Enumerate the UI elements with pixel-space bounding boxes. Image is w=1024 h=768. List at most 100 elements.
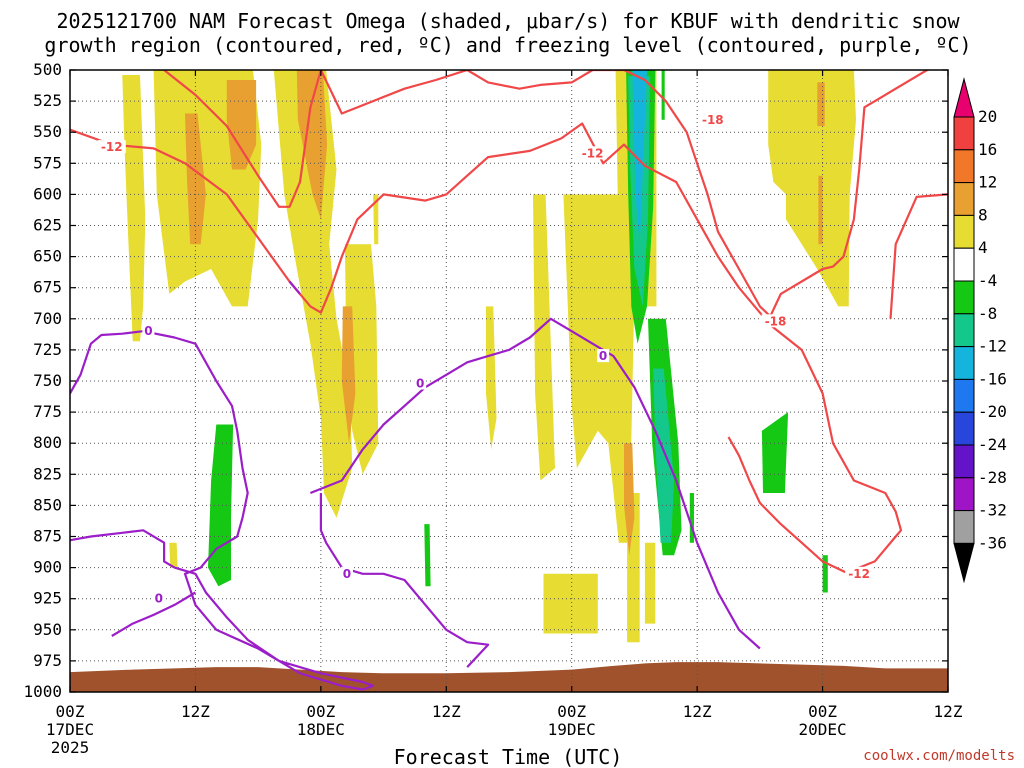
y-tick-label-575: 575 bbox=[33, 153, 62, 172]
chart-title-line-2: growth region (contoured, red, ºC) and f… bbox=[44, 33, 971, 57]
contour-line-6 bbox=[309, 317, 761, 650]
omega-region-30 bbox=[822, 555, 828, 593]
colorbar-band-2 bbox=[953, 149, 975, 184]
y-tick-label-725: 725 bbox=[33, 340, 62, 359]
contour-label-bg-5 bbox=[142, 324, 155, 338]
contour-label-bg-4 bbox=[761, 314, 790, 328]
colorbar-tick-10: -24 bbox=[978, 435, 1007, 454]
contour-label-6: 0 bbox=[416, 376, 424, 390]
omega-region-0 bbox=[122, 75, 146, 342]
y-tick-label-525: 525 bbox=[33, 91, 62, 110]
contour-label-bg-1 bbox=[578, 146, 607, 160]
omega-region-25 bbox=[208, 424, 234, 587]
colorbar-tick-2: 12 bbox=[978, 173, 997, 192]
x-axis-label: Forecast Time (UTC) bbox=[394, 745, 623, 768]
omega-region-3 bbox=[344, 244, 379, 475]
colorbar-band-4 bbox=[953, 214, 975, 249]
x-tick-label-6: 00Z bbox=[808, 702, 837, 721]
y-tick-label-675: 675 bbox=[33, 278, 62, 297]
omega-region-19 bbox=[341, 306, 356, 444]
colorbar-tick-3: 8 bbox=[978, 205, 988, 224]
omega-region-6 bbox=[533, 194, 555, 481]
y-tick-label-875: 875 bbox=[33, 527, 62, 546]
contour-label-2: -12 bbox=[848, 567, 870, 581]
colorbar-tick-12: -32 bbox=[978, 501, 1007, 520]
contour-line-4 bbox=[111, 591, 196, 637]
y-axis: 500 525 550 575 600 625 650 675 700 725 750 775 800 8… bbox=[23, 60, 948, 701]
contour-label-7: 0 bbox=[599, 349, 607, 363]
x-tick-label-0: 00Z bbox=[56, 702, 85, 721]
chart-title-line-1: 2025121700 NAM Forecast Omega (shaded, μ… bbox=[56, 9, 960, 33]
x-tick-label-1: 12Z bbox=[181, 702, 210, 721]
omega-region-8 bbox=[543, 573, 598, 634]
colorbar-tick-11: -28 bbox=[978, 468, 1007, 487]
omega-region-29 bbox=[761, 412, 789, 493]
omega-region-21 bbox=[818, 175, 823, 245]
terrain-layer bbox=[70, 662, 948, 692]
omega-region-14 bbox=[768, 70, 856, 307]
y-tick-label-900: 900 bbox=[33, 558, 62, 577]
colorbar-band-top bbox=[953, 77, 975, 118]
y-tick-label-925: 925 bbox=[33, 589, 62, 608]
omega-region-18 bbox=[296, 70, 328, 220]
colorbar-band-12 bbox=[953, 477, 975, 512]
x-tick-label-2: 00Z bbox=[306, 702, 335, 721]
y-tick-label-950: 950 bbox=[33, 620, 62, 639]
x-tick-label-5: 12Z bbox=[683, 702, 712, 721]
y-tick-label-1000: 1000 bbox=[23, 682, 62, 701]
y-tick-label-800: 800 bbox=[33, 433, 62, 452]
omega-region-22 bbox=[817, 82, 825, 126]
x-date-label-0: 17DEC bbox=[46, 720, 94, 739]
colorbar-tick-6: -8 bbox=[978, 304, 997, 323]
contour-label-bg-2 bbox=[845, 566, 874, 580]
omega-region-16 bbox=[226, 80, 257, 170]
colorbar-band-13 bbox=[953, 510, 975, 544]
colorbar-band-9 bbox=[953, 378, 975, 413]
colorbar-tick-7: -12 bbox=[978, 337, 1007, 356]
colorbar-tick-13: -36 bbox=[978, 533, 1007, 552]
contour-line-3 bbox=[70, 330, 375, 691]
colorbar-band-6 bbox=[953, 280, 975, 315]
x-tick-label-3: 12Z bbox=[432, 702, 461, 721]
contour-label-layer: -12 -12 -12 -18 -18 0 0 0 0 0 bbox=[97, 112, 874, 606]
contour-line-2 bbox=[889, 193, 948, 319]
omega-region-20 bbox=[624, 443, 635, 556]
omega-region-5 bbox=[486, 306, 497, 450]
contour-label-1: -12 bbox=[582, 146, 604, 160]
contour-label-bg-6 bbox=[414, 376, 427, 390]
omega-region-26 bbox=[661, 70, 665, 120]
contour-label-4: -18 bbox=[765, 314, 787, 328]
x-year-label-0: 2025 bbox=[51, 738, 90, 757]
contour-line-7 bbox=[319, 493, 490, 668]
x-date-label-2: 18DEC bbox=[297, 720, 345, 739]
credit-text: coolwx.com/modelts bbox=[863, 748, 1015, 764]
colorbar-band-1 bbox=[953, 116, 975, 151]
contour-label-5: 0 bbox=[144, 324, 152, 338]
y-tick-label-825: 825 bbox=[33, 464, 62, 483]
omega-region-15 bbox=[169, 542, 178, 568]
contour-line-1 bbox=[163, 70, 931, 318]
y-tick-label-975: 975 bbox=[33, 651, 62, 670]
colorbar-band-bottom bbox=[953, 542, 975, 584]
colorbar-tick-5: -4 bbox=[978, 271, 997, 290]
y-tick-label-600: 600 bbox=[33, 184, 62, 203]
x-tick-label-4: 00Z bbox=[557, 702, 586, 721]
contour-line-5 bbox=[288, 280, 301, 295]
terrain-fill bbox=[70, 662, 948, 692]
omega-region-12 bbox=[644, 542, 656, 624]
colorbar-band-7 bbox=[953, 313, 975, 348]
contour-label-0: -12 bbox=[101, 140, 123, 154]
colorbar-band-8 bbox=[953, 346, 975, 380]
colorbar-band-10 bbox=[953, 411, 975, 446]
contour-label-9: 0 bbox=[155, 592, 163, 606]
y-tick-label-750: 750 bbox=[33, 371, 62, 390]
contour-label-bg-9 bbox=[152, 591, 165, 605]
colorbar: 20 16 12 8 4 -4 -8 -12 -16 -20 -24 -28 -32 -36 bbox=[953, 77, 1007, 584]
omega-region-28 bbox=[424, 524, 431, 587]
colorbar-tick-4: 4 bbox=[978, 238, 988, 257]
y-tick-label-650: 650 bbox=[33, 247, 62, 266]
colorbar-band-5 bbox=[953, 247, 975, 282]
y-tick-label-500: 500 bbox=[33, 60, 62, 79]
